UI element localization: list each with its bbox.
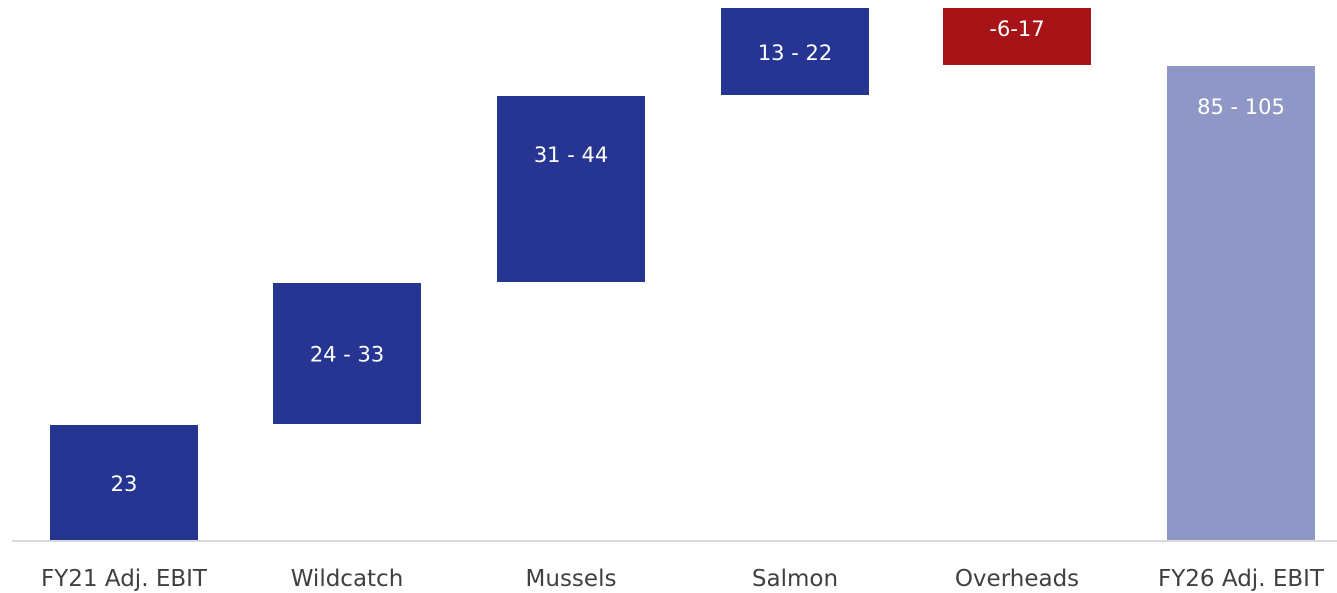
x-tick-labels: FY21 Adj. EBIT Wildcatch Mussels Salmon Over… bbox=[41, 566, 1325, 592]
bars-layer: 23 24 - 33 31 - 44 13 - 22 -6-17 85 - 105 bbox=[50, 8, 1315, 541]
data-label: 31 - 44 bbox=[534, 143, 608, 167]
data-label: 13 - 22 bbox=[758, 41, 832, 65]
bar-wildcatch bbox=[273, 283, 421, 424]
bar-overheads bbox=[943, 8, 1091, 65]
x-tick-label: Mussels bbox=[526, 566, 617, 592]
x-tick-label: Salmon bbox=[752, 566, 838, 592]
x-tick-label: FY26 Adj. EBIT bbox=[1158, 566, 1325, 592]
x-tick-label: Overheads bbox=[955, 566, 1079, 592]
x-tick-label: Wildcatch bbox=[291, 566, 404, 592]
data-label: 23 bbox=[111, 472, 138, 496]
data-label: -6-17 bbox=[989, 17, 1044, 41]
bar-fy21-adj-ebit bbox=[50, 425, 198, 541]
bar-mussels bbox=[497, 96, 645, 282]
bar-fy26-adj-ebit bbox=[1167, 66, 1315, 541]
data-label: 85 - 105 bbox=[1197, 95, 1285, 119]
data-label: 24 - 33 bbox=[310, 343, 384, 367]
bar-salmon bbox=[721, 8, 869, 95]
x-tick-label: FY21 Adj. EBIT bbox=[41, 566, 208, 592]
